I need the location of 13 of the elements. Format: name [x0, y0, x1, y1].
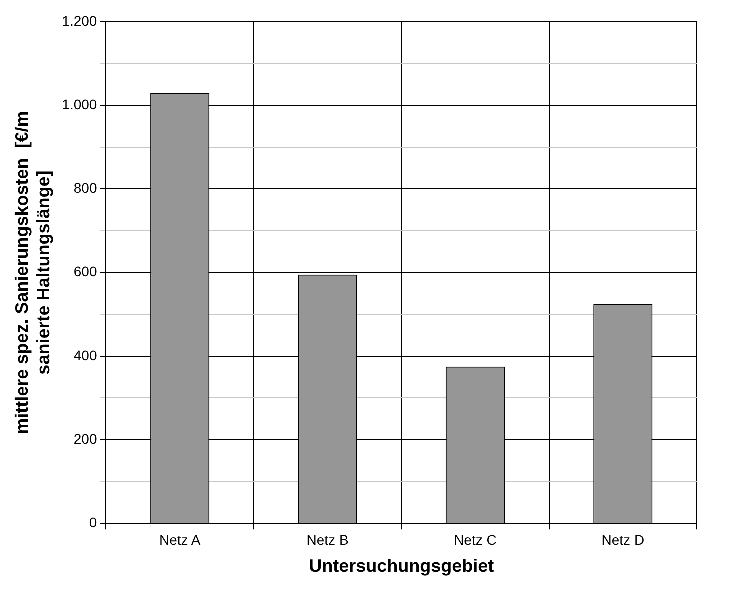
y-tick-label: 1.200 [62, 12, 98, 29]
x-axis-title: Untersuchungsgebiet [309, 556, 494, 576]
x-tick-label: Netz C [454, 532, 497, 548]
x-tick-label: Netz D [602, 532, 645, 548]
y-tick-label: 600 [74, 264, 98, 280]
y-tick-label: 1.000 [62, 96, 98, 112]
y-tick-label: 800 [74, 180, 98, 196]
y-axis-title: mittlere spez. Sanierungskosten [€/m sanierte Haltungslänge] [12, 111, 54, 434]
x-tick-label: Netz B [306, 532, 349, 548]
y-tick-label: 200 [74, 430, 98, 447]
x-tick-label: Netz A [159, 532, 202, 548]
y-tick-label: 400 [74, 347, 98, 364]
y-tick-label: 0 [89, 514, 98, 530]
